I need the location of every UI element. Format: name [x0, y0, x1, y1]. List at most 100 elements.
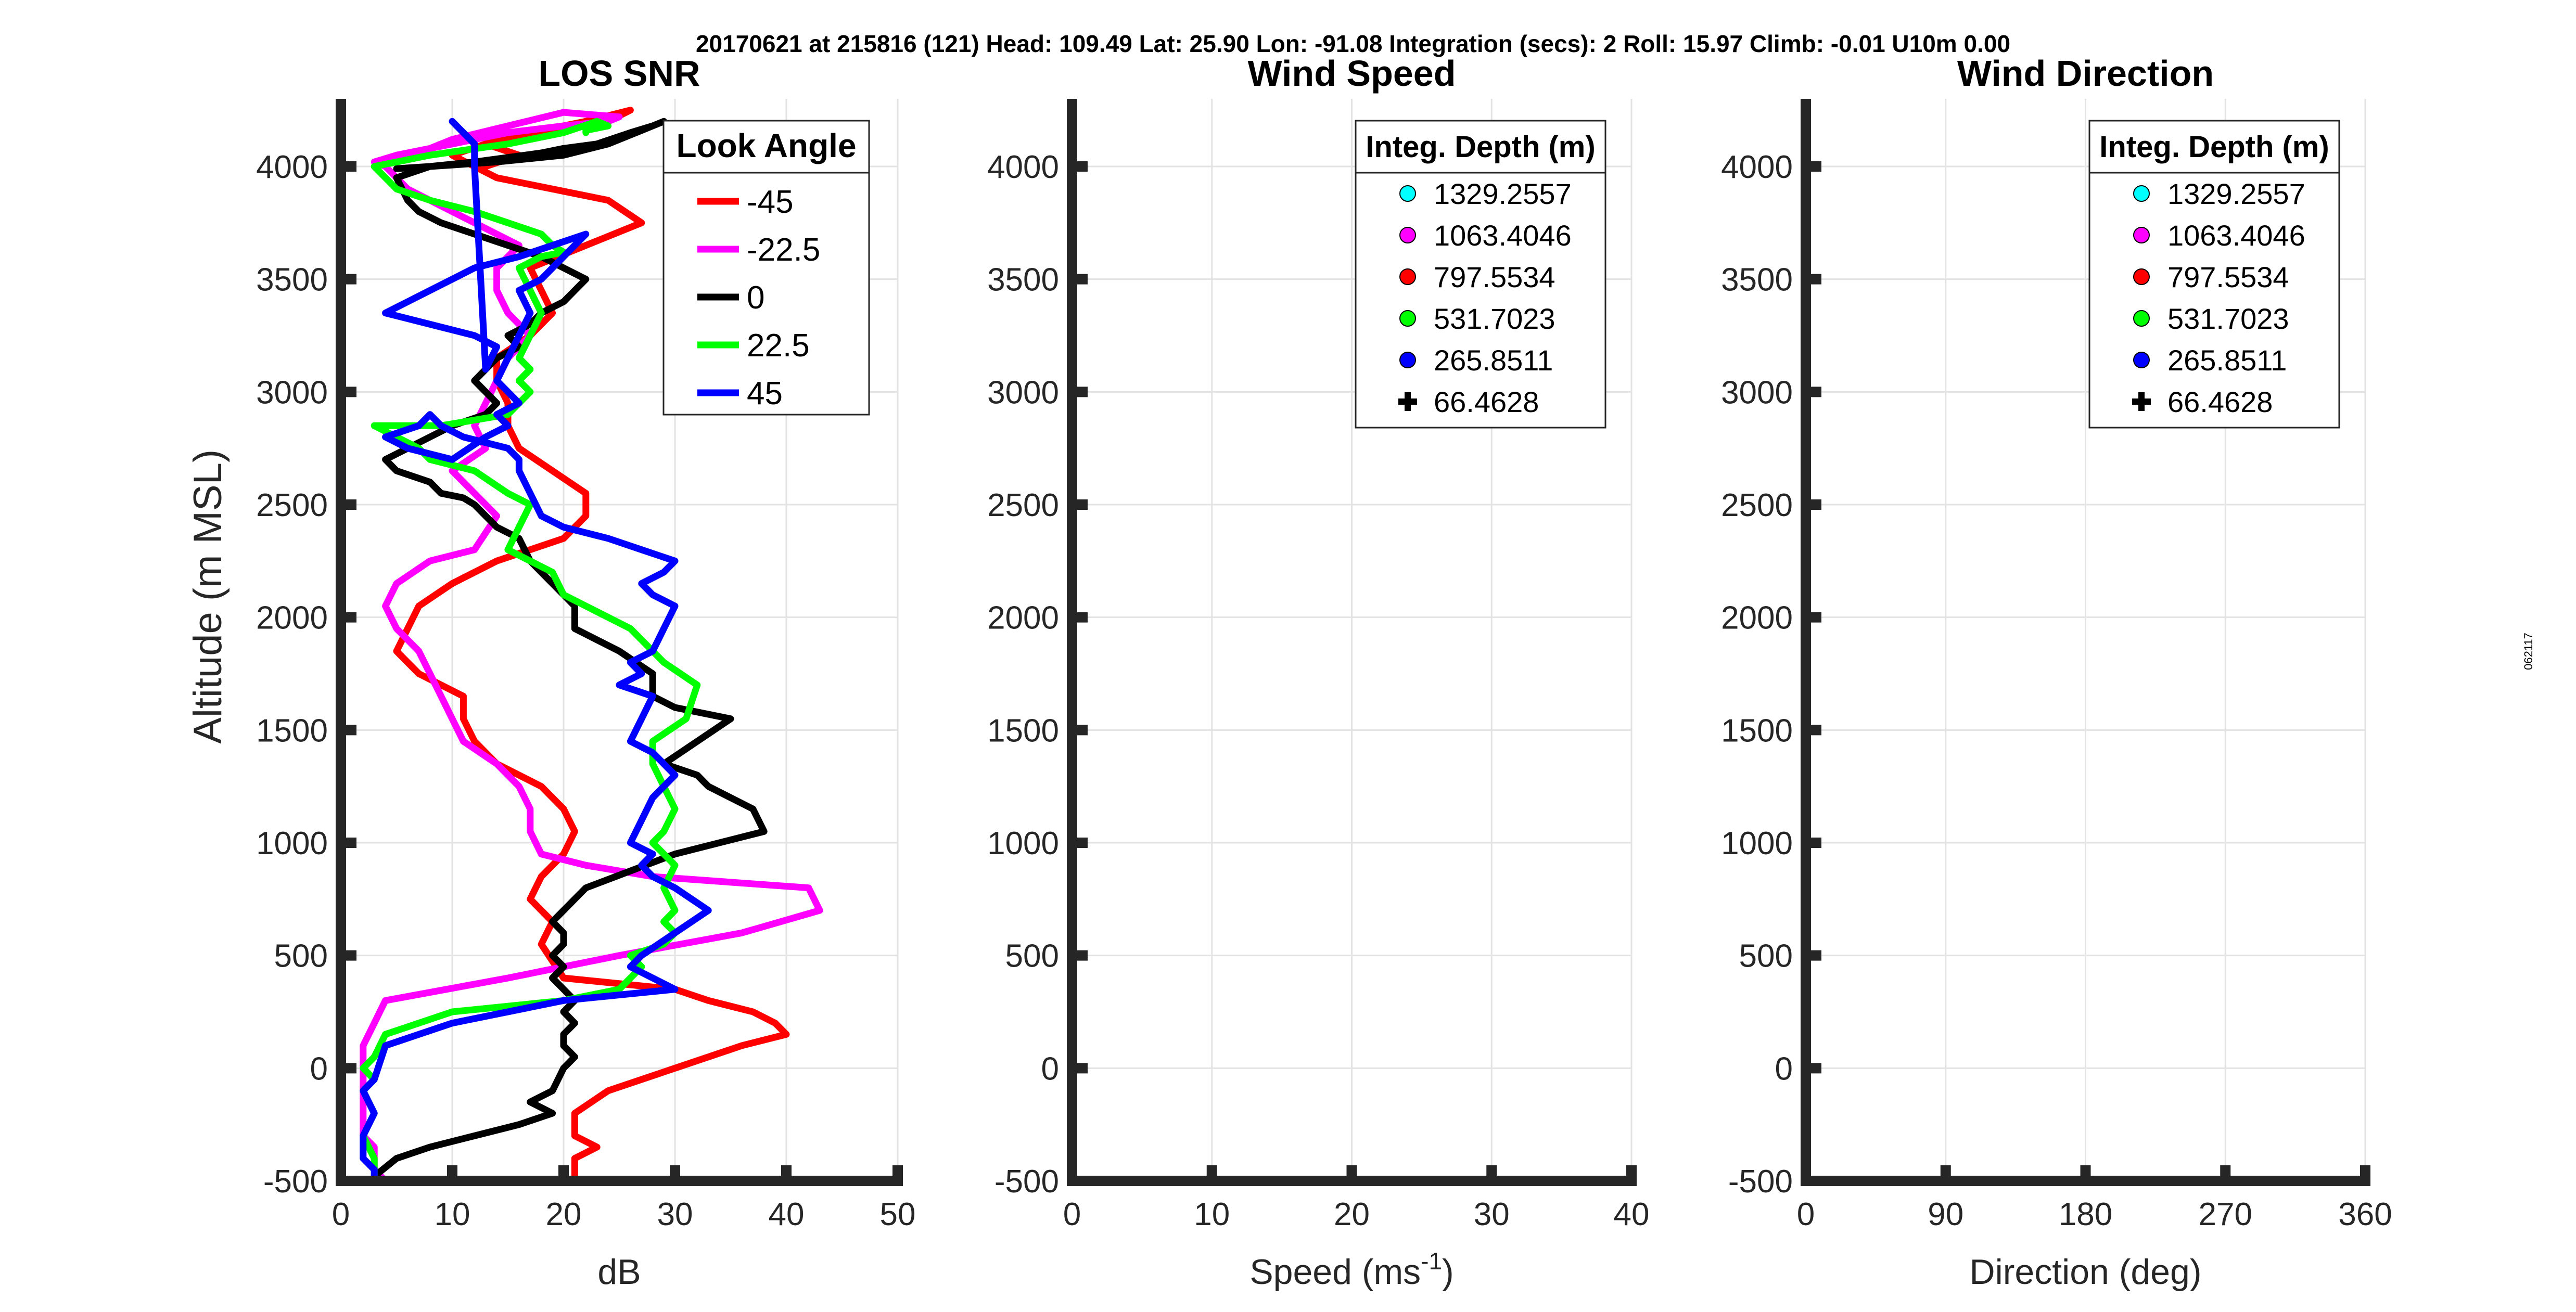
legend-title: Look Angle	[676, 127, 856, 164]
legend-label: 1329.2557	[1434, 177, 1572, 210]
legend-label: 22.5	[747, 328, 810, 364]
legend-label: 531.7023	[2167, 302, 2289, 335]
legend-label: -45	[747, 184, 794, 220]
chart-panel-2: 0 90 180 270 360-500050010001500200025003000…	[1721, 53, 2392, 1292]
x-tick-label: 0	[1063, 1197, 1081, 1232]
y-tick-label: 3000	[256, 375, 328, 410]
x-tick-label: 40	[1614, 1197, 1650, 1232]
legend-label: 66.4628	[1434, 385, 1539, 418]
legend-marker	[2132, 392, 2151, 411]
legend-box	[1355, 120, 1606, 429]
legend-label: 797.5534	[1434, 261, 1555, 293]
y-tick-label: 500	[274, 938, 328, 974]
y-tick-label: 0	[310, 1051, 328, 1087]
y-tick-label: 1000	[987, 826, 1059, 861]
y-tick-label: 1500	[987, 713, 1059, 749]
legend-title: Integ. Depth (m)	[2099, 130, 2329, 164]
chart-panel-1: 0 10 20 30 40-500050010001500200025003000350…	[987, 53, 1649, 1292]
y-tick-label: 1000	[256, 826, 328, 861]
x-tick-label: 0	[1797, 1197, 1815, 1232]
side-label: 062117	[2522, 633, 2535, 670]
legend-marker	[2133, 185, 2150, 202]
x-tick-label: 10	[1194, 1197, 1230, 1232]
legend-box	[662, 120, 870, 416]
series-line--22.5	[360, 109, 823, 1181]
series-line-45	[360, 118, 712, 1181]
y-tick-label: 3000	[987, 375, 1059, 410]
chart-title: LOS SNR	[538, 53, 700, 94]
legend-label: 1063.4046	[1434, 219, 1572, 252]
legend-label: 66.4628	[2167, 385, 2273, 418]
x-tick-label: 30	[1474, 1197, 1510, 1232]
y-tick-label: 4000	[256, 149, 328, 185]
x-tick-label: 30	[657, 1197, 693, 1232]
legend-label: 45	[747, 376, 783, 411]
legend-label: 797.5534	[2167, 261, 2289, 293]
y-tick-label: 2500	[1721, 487, 1793, 523]
chart-title: Wind Direction	[1957, 53, 2214, 94]
legend-marker	[2133, 227, 2150, 243]
header-info: 20170621 at 215816 (121) Head: 109.49 La…	[696, 30, 2010, 57]
x-tick-label: 180	[2059, 1197, 2112, 1232]
y-tick-label: 500	[1005, 938, 1059, 974]
legend-marker	[1399, 185, 1416, 202]
legend-label: 1063.4046	[2167, 219, 2305, 252]
x-tick-label: 270	[2199, 1197, 2252, 1232]
legend-label: 0	[747, 280, 764, 316]
x-tick-label: 40	[769, 1197, 805, 1232]
legend-box	[2088, 120, 2340, 429]
x-tick-label: 10	[435, 1197, 470, 1232]
legend-label: 1329.2557	[2167, 177, 2305, 210]
legend-marker	[2133, 352, 2150, 368]
x-tick-label: 360	[2338, 1197, 2392, 1232]
x-axis-label: Speed (ms-1)	[1249, 1247, 1453, 1292]
legend-marker	[1399, 352, 1416, 368]
x-axis-label: dB	[597, 1252, 641, 1292]
y-tick-label: 0	[1775, 1051, 1793, 1087]
y-axis-label: Altitude (m MSL)	[186, 449, 230, 744]
y-tick-label: 0	[1041, 1051, 1059, 1087]
legend: Integ. Depth (m) 1329.2557 1063.4046 797.55…	[1355, 120, 1606, 429]
legend-marker	[1399, 310, 1416, 327]
y-tick-label: 3500	[987, 262, 1059, 298]
x-tick-label: 20	[1334, 1197, 1370, 1232]
x-tick-label: 0	[332, 1197, 350, 1232]
legend-label: 531.7023	[1434, 302, 1555, 335]
legend-title: Integ. Depth (m)	[1366, 130, 1595, 164]
legend-marker	[1399, 227, 1416, 243]
y-tick-label: -500	[263, 1164, 328, 1200]
y-tick-label: 3500	[1721, 262, 1793, 298]
legend: Integ. Depth (m) 1329.2557 1063.4046 797.55…	[2088, 120, 2340, 429]
y-tick-label: 1000	[1721, 826, 1793, 861]
y-tick-label: 4000	[987, 149, 1059, 185]
x-tick-label: 90	[1928, 1197, 1963, 1232]
y-tick-label: 2000	[256, 600, 328, 636]
chart-panel-0: 0 10 20 30 40 50-5000500100015002000250030003…	[186, 53, 915, 1292]
y-tick-label: 2500	[256, 487, 328, 523]
y-tick-label: 500	[1739, 938, 1793, 974]
x-axis-label: Direction (deg)	[1970, 1252, 2202, 1292]
y-tick-label: 3500	[256, 262, 328, 298]
legend-label: 265.8511	[2167, 344, 2287, 377]
legend: Look Angle -45 -22.5 0 22.5 45	[662, 120, 870, 416]
y-tick-label: 2500	[987, 487, 1059, 523]
chart-panels: 0 10 20 30 40 50-5000500100015002000250030003…	[186, 53, 2392, 1292]
y-tick-label: 2000	[987, 600, 1059, 636]
legend-marker	[2133, 268, 2150, 285]
y-tick-label: 4000	[1721, 149, 1793, 185]
legend-marker	[1399, 268, 1416, 285]
y-tick-label: 3000	[1721, 375, 1793, 410]
chart-title: Wind Speed	[1248, 53, 1456, 94]
y-tick-label: -500	[994, 1164, 1059, 1200]
legend-marker	[2133, 310, 2150, 327]
y-tick-label: 2000	[1721, 600, 1793, 636]
series-line-22.5	[360, 118, 701, 1181]
series-line-0	[371, 118, 768, 1180]
legend-label: 265.8511	[1434, 344, 1553, 377]
series-group	[360, 107, 823, 1181]
legend-label: -22.5	[747, 232, 820, 268]
y-tick-label: -500	[1728, 1164, 1793, 1200]
x-tick-label: 20	[546, 1197, 582, 1232]
x-tick-label: 50	[880, 1197, 916, 1232]
